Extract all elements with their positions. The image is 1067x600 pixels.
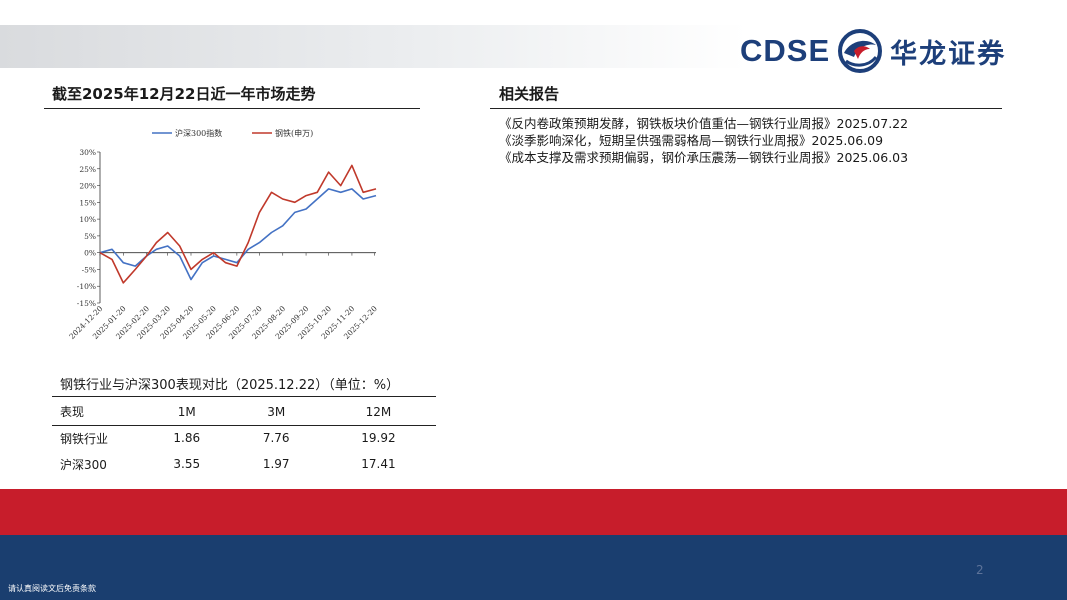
table-row: 沪深300 3.55 1.97 17.41: [52, 451, 436, 477]
series-line: [99, 188, 377, 281]
table-cell: 1.86: [173, 431, 201, 446]
report-link[interactable]: 《淡季影响深化，短期呈供强需弱格局—钢铁行业周报》2025.06.09: [499, 133, 884, 148]
footer-red-band: [0, 489, 1067, 535]
table-cell: 7.76: [262, 431, 290, 446]
series-line: [99, 164, 377, 284]
report-link[interactable]: 《反内卷政策预期发酵，钢铁板块价值重估—钢铁行业周报》2025.07.22: [499, 116, 909, 131]
column-header: 1M: [177, 404, 196, 419]
performance-table-title: 钢铁行业与沪深300表现对比（2025.12.22）（单位：%）: [60, 378, 400, 393]
y-tick-label: -5%: [82, 265, 96, 274]
market-section-divider: [44, 108, 420, 109]
table-row: 钢铁行业 1.86 7.76 19.92: [52, 425, 436, 451]
report-list: 《反内卷政策预期发酵，钢铁板块价值重估—钢铁行业周报》2025.07.22 《淡…: [499, 115, 1019, 166]
column-header: 12M: [365, 404, 392, 419]
table-cell: 3.55: [173, 457, 201, 471]
footer-blue-band: [0, 535, 1067, 600]
reports-section-divider: [490, 108, 1002, 109]
row-label: 钢铁行业: [60, 431, 109, 446]
page-number: 2: [976, 563, 984, 577]
performance-table-top-rule: [52, 396, 436, 397]
table-header-row: 表现 1M 3M 12M: [52, 399, 436, 425]
report-link[interactable]: 《成本支撑及需求预期偏弱，钢价承压震荡—钢铁行业周报》2025.06.03: [499, 150, 909, 165]
legend-label: 沪深300指数: [175, 128, 222, 138]
y-tick-label: -15%: [77, 299, 96, 308]
y-tick-label: 30%: [79, 148, 96, 157]
y-tick-label: 25%: [79, 165, 96, 174]
table-cell: 17.41: [361, 457, 396, 471]
market-section-title: 截至2025年12月22日近一年市场走势: [52, 85, 316, 103]
y-tick-label: 10%: [79, 215, 96, 224]
company-logo: CDSE 华龙证券: [740, 27, 1006, 75]
performance-table: 表现 1M 3M 12M 钢铁行业 1.86 7.76 19.92 沪深300 …: [52, 399, 436, 477]
table-cell: 19.92: [361, 431, 396, 446]
disclaimer-note: 请认真阅读文后免责条款: [8, 584, 96, 593]
y-tick-label: 15%: [79, 198, 96, 207]
legend-label: 钢铁(申万): [275, 128, 313, 138]
dragon-logo-icon: [838, 29, 883, 73]
y-tick-label: 20%: [79, 182, 96, 191]
y-tick-label: 0%: [84, 249, 96, 258]
logo-text-cn: 华龙证券: [890, 38, 1007, 70]
y-tick-label: -10%: [77, 282, 96, 291]
y-tick-label: 5%: [84, 232, 96, 241]
row-label: 沪深300: [60, 457, 107, 472]
column-header: 3M: [267, 404, 286, 419]
header-bar: [0, 25, 1067, 68]
market-trend-chart: 沪深300指数 钢铁(申万) 30% 25% 20% 15% 10% 5% 0% -5% -10% -…: [67, 128, 379, 341]
reports-section-title: 相关报告: [499, 85, 560, 103]
logo-text-en: CDSE: [740, 33, 831, 68]
column-header: 表现: [60, 405, 85, 420]
table-cell: 1.97: [262, 457, 290, 471]
